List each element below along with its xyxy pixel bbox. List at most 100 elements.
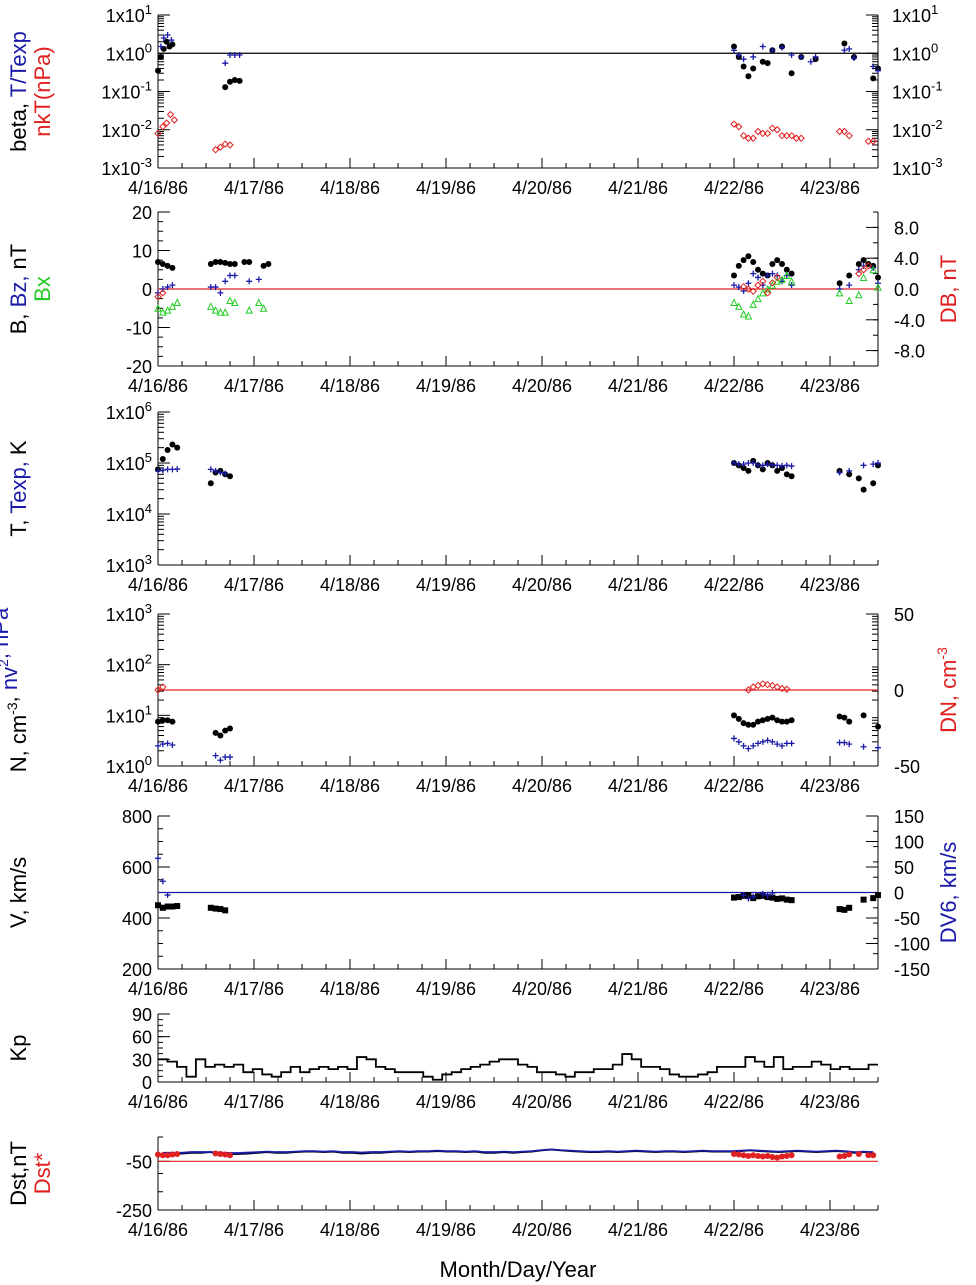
data-point — [782, 271, 791, 280]
x-tick-label: 4/22/86 — [704, 575, 764, 595]
data-point — [836, 280, 843, 287]
y-right-tick-label: -50 — [894, 757, 920, 777]
data-point — [763, 289, 772, 297]
data-point — [222, 60, 229, 67]
data-point — [745, 721, 752, 728]
x-tick-label: 4/23/86 — [800, 776, 860, 796]
y-tick-label: 0 — [142, 1073, 152, 1093]
data-point — [774, 741, 781, 748]
data-point — [841, 1152, 848, 1159]
data-point — [759, 129, 767, 138]
x-tick-label: 4/23/86 — [800, 1092, 860, 1112]
x-tick-label: 4/18/86 — [320, 776, 380, 796]
y-tick-label: 400 — [122, 909, 152, 929]
y-tick-label: 1x105 — [106, 450, 152, 474]
data-point — [745, 745, 752, 752]
data-point — [174, 466, 181, 473]
data-point — [865, 1152, 872, 1159]
data-point — [769, 47, 776, 54]
data-point — [159, 904, 166, 911]
panel-bfield: 20 10 0 -10 -20 8.0 4.0 0.0 -4.0 -8.0 4/16/86 4/17/… — [6, 203, 961, 396]
series-line — [158, 1053, 878, 1081]
y-tick-label: 1x10-3 — [101, 155, 152, 179]
y-right-tick-label: 1x10-3 — [892, 155, 943, 179]
x-tick-label: 4/19/86 — [416, 1092, 476, 1112]
data-point — [155, 67, 161, 74]
data-point — [227, 754, 233, 761]
data-point — [163, 38, 170, 45]
data-point — [744, 311, 753, 320]
data-point — [788, 270, 795, 277]
data-point — [154, 686, 162, 694]
data-point — [763, 129, 772, 138]
data-point — [864, 137, 873, 145]
data-point — [769, 738, 776, 745]
data-point — [779, 895, 785, 902]
data-point — [841, 906, 848, 913]
y-tick-label: 1x101 — [106, 702, 152, 726]
data-point — [212, 752, 219, 759]
data-point — [841, 714, 848, 721]
panel-beta: 1x101 1x100 1x10-1 1x10-2 1x10-3 1x101 1x100 1x… — [6, 2, 943, 198]
data-point — [735, 894, 742, 901]
data-point — [731, 47, 737, 54]
data-point — [768, 681, 777, 690]
x-tick-label: 4/20/86 — [512, 1220, 572, 1240]
data-point — [783, 718, 790, 725]
data-point — [227, 78, 233, 85]
data-point — [159, 260, 166, 267]
x-tick-label: 4/16/86 — [128, 376, 188, 396]
data-point — [788, 473, 795, 480]
data-point — [773, 683, 781, 691]
data-point — [174, 903, 181, 910]
data-point — [779, 260, 785, 267]
data-point — [217, 1151, 224, 1158]
data-point — [222, 907, 229, 914]
data-point — [769, 270, 776, 277]
data-point — [154, 304, 162, 312]
x-axis-title: Month/Day/Year — [440, 1257, 597, 1282]
data-point — [226, 141, 234, 149]
data-point — [875, 892, 881, 899]
data-point — [158, 307, 167, 316]
x-tick-label: 4/21/86 — [608, 1092, 668, 1112]
data-point — [159, 455, 166, 462]
y-axis-label: nkT(nPa) — [30, 46, 55, 136]
data-point — [870, 1152, 877, 1159]
data-point — [164, 1152, 171, 1159]
data-point — [740, 720, 747, 727]
data-point — [163, 306, 172, 314]
data-point — [755, 893, 761, 900]
x-tick-label: 4/22/86 — [704, 178, 764, 198]
data-point — [731, 1151, 737, 1158]
data-point — [155, 718, 161, 725]
y-right-tick-label: 0 — [894, 884, 904, 904]
x-tick-label: 4/19/86 — [416, 1220, 476, 1240]
data-point — [155, 742, 161, 749]
data-point — [260, 262, 267, 269]
data-point — [854, 290, 863, 299]
x-tick-label: 4/18/86 — [320, 178, 380, 198]
data-point — [769, 894, 776, 901]
panel-velocity: 800 600 400 200 150 100 50 0 -50 -100 -150 4/16/86 4… — [6, 807, 961, 999]
x-tick-label: 4/16/86 — [128, 1220, 188, 1240]
data-point — [159, 1152, 166, 1159]
data-point — [870, 461, 877, 468]
data-point — [841, 40, 848, 47]
data-point — [159, 878, 166, 885]
data-point — [230, 298, 239, 306]
data-point — [740, 1152, 747, 1159]
data-point — [227, 473, 233, 480]
data-point — [870, 480, 877, 487]
y-axis-label: Kp — [6, 1035, 31, 1062]
data-point — [211, 306, 220, 314]
data-point — [245, 306, 254, 314]
data-point — [764, 461, 771, 468]
data-point — [222, 278, 229, 285]
data-point — [875, 460, 881, 466]
x-tick-label: 4/20/86 — [512, 178, 572, 198]
y-right-tick-label: -50 — [894, 909, 920, 929]
